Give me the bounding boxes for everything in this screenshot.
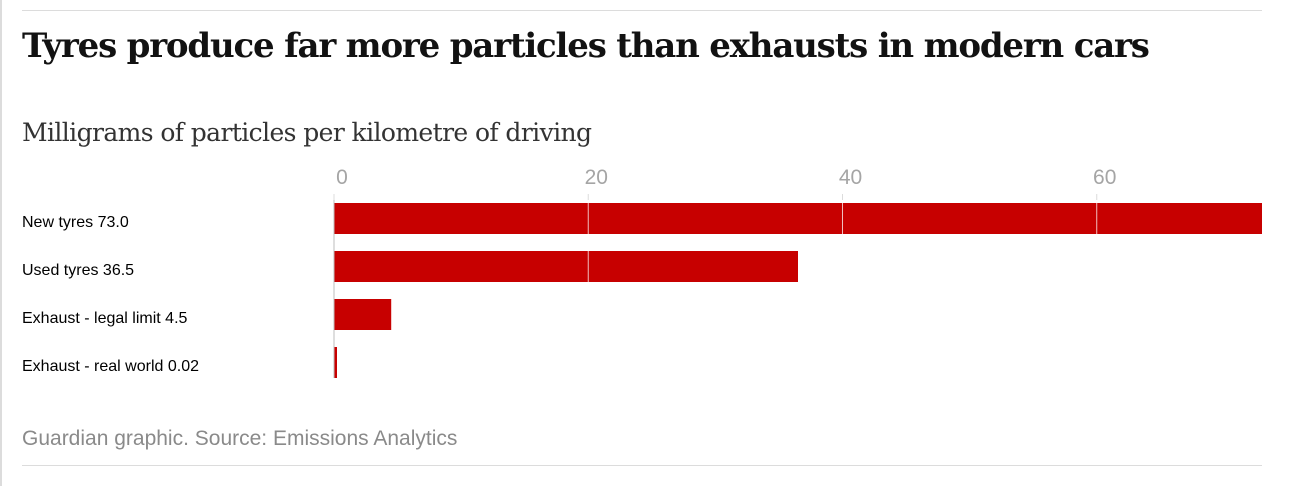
gridlines: [333, 200, 1098, 378]
bar-chart: 0 20 40 60 New tyres 73.0 Used tyres 36.5 Exh…: [22, 166, 1262, 378]
value-label: 0.02: [168, 358, 199, 375]
bar: [334, 299, 392, 330]
category-name: Used tyres: [22, 262, 103, 279]
chart-subtitle: Milligrams of particles per kilometre of…: [22, 118, 592, 147]
x-tick-label: 40: [839, 166, 862, 189]
bars: [334, 203, 1262, 378]
category-label: Exhaust - real world 0.02: [22, 358, 199, 375]
x-tick-label: 0: [336, 166, 348, 189]
category-name: New tyres: [22, 214, 98, 231]
category-labels: New tyres 73.0 Used tyres 36.5 Exhaust - l…: [22, 214, 199, 375]
bar: [334, 203, 1262, 234]
chart-title: Tyres produce far more particles than ex…: [22, 26, 1150, 66]
bottom-divider: [22, 465, 1262, 466]
x-tick-label: 20: [585, 166, 608, 189]
category-name: Exhaust - legal limit: [22, 310, 165, 327]
category-name: Exhaust - real world: [22, 358, 168, 375]
value-label: 4.5: [165, 310, 187, 327]
x-axis-ticks: 0 20 40 60: [333, 166, 1116, 200]
category-label: Used tyres 36.5: [22, 262, 134, 279]
value-label: 73.0: [98, 214, 129, 231]
x-tick-label: 60: [1093, 166, 1116, 189]
category-label: Exhaust - legal limit 4.5: [22, 310, 188, 327]
source-note: Guardian graphic. Source: Emissions Anal…: [22, 427, 458, 450]
category-label: New tyres 73.0: [22, 214, 129, 231]
top-divider: [22, 10, 1262, 11]
bar: [334, 347, 337, 378]
left-border: [0, 0, 2, 486]
value-label: 36.5: [103, 262, 134, 279]
bar: [334, 251, 798, 282]
